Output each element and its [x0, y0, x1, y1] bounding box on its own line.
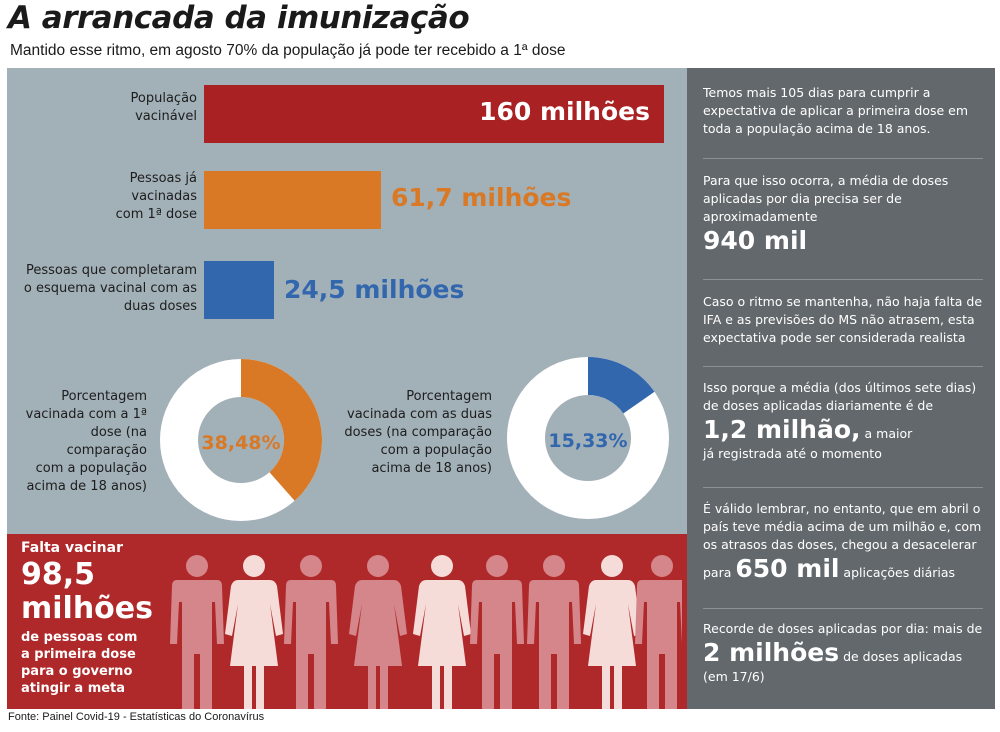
chart-panel: População vacinável 160 milhões Pessoas … [7, 68, 687, 534]
source-note: Fonte: Painel Covid-19 - Estatísticas do… [8, 711, 265, 723]
people-illustration [170, 555, 682, 709]
falta-big-unit: milhões [21, 591, 153, 626]
info-divider [703, 279, 983, 280]
info-text: para [703, 565, 736, 580]
info-text: a maior [860, 426, 913, 441]
info-big-number: 940 mil [703, 226, 808, 255]
falta-desc-line: atingir a meta [21, 681, 126, 696]
info-block-prazo: Temos mais 105 dias para cumprir a expec… [703, 85, 969, 136]
bar-label-line: o esquema vacinal com as [23, 281, 197, 296]
info-text: aplicações diárias [839, 565, 956, 580]
donut-segment [588, 357, 655, 414]
bar-label-line: População [130, 91, 197, 106]
donut-label-line: acima de 18 anos) [371, 461, 492, 476]
info-text: (em 17/6) [703, 669, 765, 684]
bar-label-line: vacinadas [131, 189, 197, 204]
page-subtitle: Mantido esse ritmo, em agosto 70% da pop… [10, 42, 566, 59]
info-block-recorde: Recorde de doses aplicadas por dia: mais… [703, 620, 985, 686]
donut-label-line: com a população [380, 443, 492, 458]
donut-segment [241, 359, 322, 501]
info-big-number: 1,2 milhão, [703, 415, 861, 444]
falta-big-number: 98,5 [21, 557, 96, 592]
info-text: já registrada até o momento [703, 446, 882, 461]
donut-label-line: doses (na comparação [344, 425, 492, 440]
bar-label-duas-doses: Pessoas que completaram o esquema vacina… [7, 262, 197, 316]
bar-label-populacao: População vacinável [27, 90, 197, 126]
info-block-media-atual: Isso porque a média (dos últimos sete di… [703, 379, 985, 463]
falta-intro: Falta vacinar [21, 540, 123, 556]
person-silhouette-icon [170, 555, 224, 709]
person-silhouette-icon [349, 555, 407, 709]
donut-value-label: 38,48% [201, 432, 280, 454]
bar-label-line: duas doses [123, 299, 197, 314]
bar-value-populacao: 160 milhões [479, 97, 650, 126]
donut-label-duas-doses: Porcentagem vacinada com as duas doses (… [340, 388, 492, 478]
person-silhouette-icon [635, 555, 682, 709]
falta-vacinar-panel: Falta vacinar 98,5 milhões de pessoas co… [7, 534, 687, 709]
bar-label-line: Pessoas que completaram [25, 263, 197, 278]
bar-label-line: Pessoas já [129, 171, 197, 186]
info-divider [703, 158, 983, 159]
donut-label-line: dose (na comparação [66, 425, 147, 458]
person-silhouette-icon [413, 555, 471, 709]
falta-desc-line: para o governo [21, 664, 133, 679]
bar-primeira-dose [204, 171, 381, 229]
donut-chart-primeira-dose: 38,48% [160, 359, 322, 521]
bar-populacao [204, 85, 664, 143]
falta-desc-line: de pessoas com [21, 630, 138, 645]
person-silhouette-icon [527, 555, 581, 709]
bar-label-line: com 1ª dose [115, 207, 197, 222]
person-silhouette-icon [284, 555, 338, 709]
info-text: É válido lembrar, no entanto, que em abr… [703, 501, 982, 552]
info-big-number: 650 mil [735, 554, 840, 583]
donut-label-line: vacinada com a 1ª [25, 407, 147, 422]
donut-label-line: Porcentagem [61, 389, 147, 404]
bar-label-line: vacinável [135, 109, 197, 124]
falta-desc-line: a primeira dose [21, 647, 136, 662]
donut-label-line: com a população [35, 461, 147, 476]
info-text: Isso porque a média (dos últimos sete di… [703, 380, 977, 413]
info-block-ritmo: Caso o ritmo se mantenha, não haja falta… [703, 294, 983, 345]
bar-value-primeira-dose: 61,7 milhões [391, 183, 572, 212]
bar-duas-doses [204, 261, 274, 319]
info-big-number: 2 milhões [703, 638, 840, 667]
info-panel: Temos mais 105 dias para cumprir a expec… [687, 68, 995, 709]
info-text: Recorde de doses aplicadas por dia: mais… [703, 621, 983, 636]
info-divider [703, 608, 983, 609]
bar-label-primeira-dose: Pessoas já vacinadas com 1ª dose [27, 170, 197, 224]
person-silhouette-icon [583, 555, 641, 709]
info-divider [703, 487, 983, 488]
info-text: Para que isso ocorra, a média de doses a… [703, 173, 949, 224]
bar-value-duas-doses: 24,5 milhões [284, 275, 465, 304]
info-divider [703, 366, 983, 367]
person-silhouette-icon [225, 555, 283, 709]
donut-value-label: 15,33% [548, 430, 627, 452]
donut-label-line: vacinada com as duas [347, 407, 492, 422]
info-block-media-necessaria: Para que isso ocorra, a média de doses a… [703, 172, 985, 256]
person-silhouette-icon [470, 555, 524, 709]
page-title: A arrancada da imunização [8, 0, 470, 36]
donut-label-line: Porcentagem [406, 389, 492, 404]
falta-description: de pessoas com a primeira dose para o go… [21, 629, 137, 697]
donut-chart-duas-doses: 15,33% [507, 357, 669, 519]
donut-label-line: acima de 18 anos) [26, 479, 147, 494]
donut-label-primeira-dose: Porcentagem vacinada com a 1ª dose (na c… [7, 388, 147, 496]
info-text: de doses aplicadas [839, 649, 963, 664]
info-block-abril: É válido lembrar, no entanto, que em abr… [703, 500, 985, 584]
